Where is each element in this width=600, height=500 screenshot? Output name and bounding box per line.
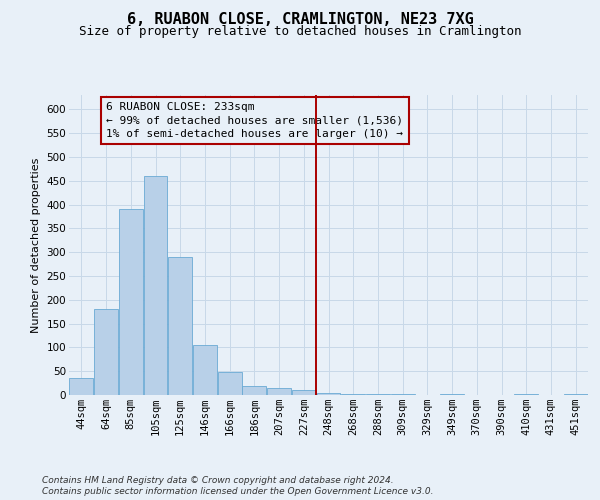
Bar <box>292 390 316 395</box>
Bar <box>168 257 192 395</box>
Bar <box>563 394 587 395</box>
Bar <box>218 372 242 395</box>
Text: Contains public sector information licensed under the Open Government Licence v3: Contains public sector information licen… <box>42 488 433 496</box>
Text: 6, RUABON CLOSE, CRAMLINGTON, NE23 7XG: 6, RUABON CLOSE, CRAMLINGTON, NE23 7XG <box>127 12 473 28</box>
Bar <box>267 388 291 395</box>
Bar <box>119 210 143 395</box>
Bar <box>143 176 167 395</box>
Bar <box>193 345 217 395</box>
Bar <box>317 392 340 395</box>
Bar <box>341 394 365 395</box>
Y-axis label: Number of detached properties: Number of detached properties <box>31 158 41 332</box>
Bar <box>70 378 94 395</box>
Bar <box>440 394 464 395</box>
Bar <box>514 394 538 395</box>
Text: Size of property relative to detached houses in Cramlington: Size of property relative to detached ho… <box>79 25 521 38</box>
Text: 6 RUABON CLOSE: 233sqm
← 99% of detached houses are smaller (1,536)
1% of semi-d: 6 RUABON CLOSE: 233sqm ← 99% of detached… <box>106 102 403 139</box>
Bar <box>242 386 266 395</box>
Bar <box>391 394 415 395</box>
Bar <box>94 310 118 395</box>
Bar <box>366 394 390 395</box>
Text: Contains HM Land Registry data © Crown copyright and database right 2024.: Contains HM Land Registry data © Crown c… <box>42 476 394 485</box>
